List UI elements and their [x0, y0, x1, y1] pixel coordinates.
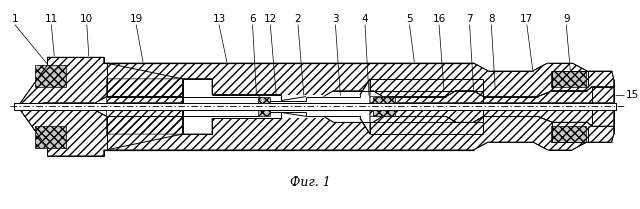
Bar	[550, 71, 586, 87]
Text: 4: 4	[362, 14, 369, 24]
Text: 6: 6	[249, 14, 256, 24]
Text: 15: 15	[625, 90, 639, 100]
Text: 8: 8	[488, 14, 495, 24]
Bar	[259, 97, 270, 103]
Text: 5: 5	[406, 14, 413, 24]
Bar	[35, 126, 66, 148]
Text: 19: 19	[129, 14, 143, 24]
Bar	[259, 110, 270, 116]
Text: 10: 10	[80, 14, 93, 24]
Text: 12: 12	[264, 14, 277, 24]
Text: 7: 7	[467, 14, 473, 24]
Bar	[14, 103, 616, 110]
Text: 16: 16	[433, 14, 445, 24]
Bar	[373, 110, 395, 116]
Text: 2: 2	[294, 14, 301, 24]
Bar	[35, 65, 66, 87]
Bar	[373, 97, 395, 103]
Text: Фиг. 1: Фиг. 1	[291, 176, 331, 189]
Text: 17: 17	[520, 14, 534, 24]
Polygon shape	[182, 79, 370, 134]
Text: 13: 13	[212, 14, 226, 24]
Text: 9: 9	[563, 14, 570, 24]
Text: 1: 1	[12, 14, 18, 24]
Bar	[550, 126, 586, 142]
Bar	[212, 95, 360, 118]
Text: 11: 11	[45, 14, 58, 24]
Text: 3: 3	[332, 14, 339, 24]
